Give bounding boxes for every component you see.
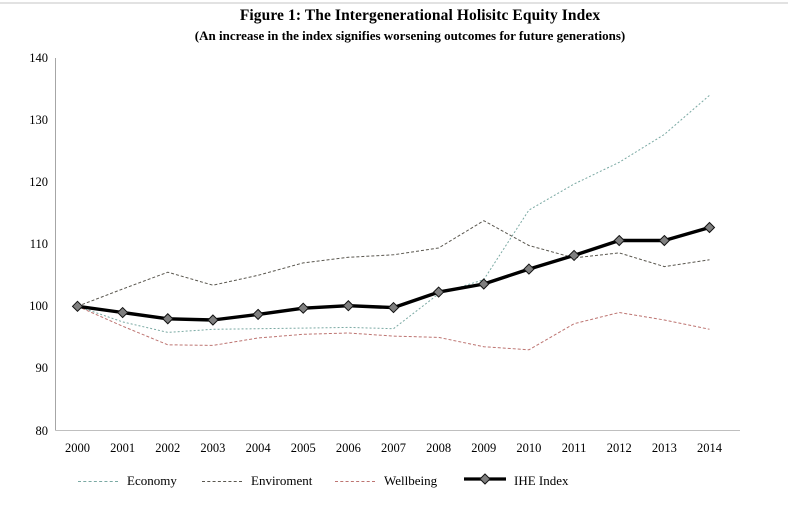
- x-tick-label: 2012: [606, 441, 632, 455]
- ihe-index-marker: [387, 301, 400, 314]
- ihe-index-marker: [568, 249, 580, 262]
- legend-item-wellbeing: Wellbeing: [335, 472, 437, 490]
- x-tick-label: 2010: [516, 441, 542, 455]
- legend-label-ihe-index: IHE Index: [514, 473, 569, 488]
- top-divider: [0, 2, 788, 4]
- ihe-index-line-swatch: [463, 472, 507, 491]
- ihe-index-marker: [658, 234, 671, 247]
- ihe-index-marker: [703, 221, 716, 234]
- ihe-index-marker: [252, 308, 264, 321]
- y-tick-label: 140: [29, 51, 48, 65]
- legend-item-ihe-index: IHE Index: [463, 472, 569, 490]
- chart-title: Figure 1: The Intergenerational Holisitc…: [239, 7, 601, 24]
- y-tick-label: 120: [29, 175, 48, 190]
- x-tick-label: 2000: [65, 441, 90, 455]
- x-tick-label: 2008: [426, 441, 452, 455]
- y-tick-label: 110: [29, 237, 48, 252]
- chart-subtitle: (An increase in the index signifies wors…: [194, 28, 626, 43]
- ihe-index-marker: [116, 306, 129, 319]
- ihe-index-marker: [523, 263, 535, 275]
- ihe-index-marker: [342, 300, 355, 312]
- x-tick-label: 2009: [471, 441, 497, 455]
- x-tick-label: 2006: [335, 441, 361, 455]
- x-tick-label: 2004: [245, 441, 271, 455]
- x-tick-label: 2007: [381, 441, 406, 455]
- x-tick-label: 2014: [697, 441, 722, 455]
- legend-item-enviroment: Enviroment: [202, 472, 312, 490]
- enviroment-line-swatch: [202, 480, 242, 482]
- series-line-enviroment: [77, 220, 710, 307]
- ihe-index-marker: [162, 313, 174, 325]
- ihe-index-marker: [478, 278, 490, 290]
- economy-line-swatch: [78, 480, 118, 482]
- wellbeing-line-swatch: [335, 480, 375, 482]
- y-tick-label: 90: [35, 361, 49, 376]
- legend-label-enviroment: Enviroment: [251, 473, 313, 488]
- y-tick-label: 100: [29, 299, 48, 314]
- x-tick-label: 2002: [155, 441, 181, 455]
- ihe-index-marker: [297, 302, 309, 314]
- ihe-index-marker: [71, 300, 84, 313]
- x-tick-label: 2005: [290, 441, 316, 455]
- series-line-economy: [77, 94, 710, 333]
- legend-item-economy: Economy: [78, 472, 177, 490]
- x-tick-label: 2013: [651, 441, 677, 455]
- legend-label-economy: Economy: [127, 473, 177, 488]
- x-tick-label: 2011: [561, 441, 587, 455]
- ihe-swatch-diamond: [479, 472, 491, 485]
- ihe-index-marker: [207, 314, 219, 326]
- legend-label-wellbeing: Wellbeing: [384, 473, 438, 488]
- x-tick-label: 2003: [200, 441, 226, 455]
- y-tick-label: 80: [35, 423, 49, 438]
- y-tick-label: 130: [29, 113, 48, 128]
- ihe-index-marker: [432, 286, 445, 298]
- ihe-index-marker: [613, 234, 625, 247]
- x-tick-label: 2001: [110, 441, 136, 455]
